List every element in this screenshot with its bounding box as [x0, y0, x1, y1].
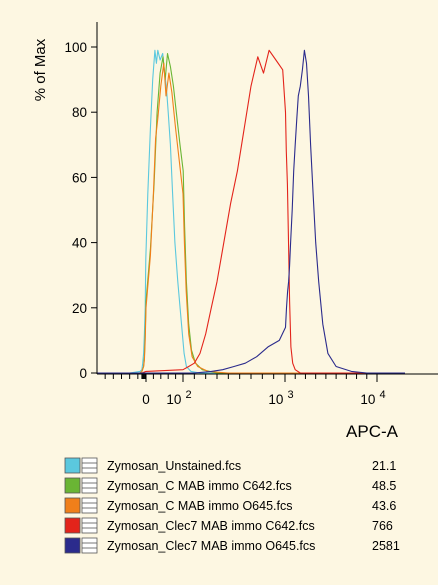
y-tick-label: 100	[64, 40, 87, 55]
x-tick-label: 0	[142, 392, 150, 407]
legend-median-value: 43.6	[372, 499, 396, 513]
legend-swatch	[64, 457, 81, 474]
series-line-4	[97, 49, 405, 374]
series-line-5	[97, 49, 405, 374]
y-tick-label: 80	[72, 105, 87, 120]
legend-median-value: 48.5	[372, 479, 396, 493]
legend-median-value: 21.1	[372, 459, 396, 473]
y-axis-label: % of Max	[32, 38, 49, 101]
legend-swatch	[64, 517, 81, 534]
x-axis-label: APC-A	[346, 422, 399, 441]
legend-line-style-icon	[81, 517, 98, 534]
y-tick-label: 40	[72, 236, 87, 251]
legend-entry-5: Zymosan_Clec7 MAB immo O645.fcs 2581	[64, 537, 400, 554]
legend-label: Zymosan_Clec7 MAB immo O645.fcs	[107, 539, 315, 553]
x-tick-layer: 0 10 2 10 3 10 4	[104, 374, 386, 407]
legend-label: Zymosan_C MAB immo O645.fcs	[107, 499, 292, 513]
legend-line-style-icon	[81, 457, 98, 474]
legend-label: Zymosan_Unstained.fcs	[107, 459, 241, 473]
series-layer	[97, 49, 405, 374]
legend-swatch	[64, 537, 81, 554]
legend-label: Zymosan_Clec7 MAB immo C642.fcs	[107, 519, 315, 533]
legend-swatch	[64, 477, 81, 494]
legend-swatch	[64, 497, 81, 514]
x-tick-label: 10 3	[268, 389, 293, 407]
y-tick-label: 60	[72, 170, 87, 185]
legend-median-value: 2581	[372, 539, 400, 553]
legend-line-style-icon	[81, 537, 98, 554]
x-tick-label: 10 2	[166, 389, 191, 407]
y-tick-label: 0	[79, 366, 87, 381]
legend-label: Zymosan_C MAB immo C642.fcs	[107, 479, 292, 493]
legend-line-style-icon	[81, 497, 98, 514]
legend: Zymosan_Unstained.fcs 21.1 Zymosan_C MAB i…	[64, 457, 400, 554]
legend-line-style-icon	[81, 477, 98, 494]
legend-median-value: 766	[372, 519, 393, 533]
legend-entry-2: Zymosan_C MAB immo C642.fcs 48.5	[64, 477, 396, 494]
y-tick-layer: 0 20 40 60 80 100	[64, 40, 97, 381]
legend-entry-4: Zymosan_Clec7 MAB immo C642.fcs 766	[64, 517, 393, 534]
y-tick-label: 20	[72, 301, 87, 316]
legend-entry-3: Zymosan_C MAB immo O645.fcs 43.6	[64, 497, 396, 514]
series-line-1	[97, 49, 405, 374]
legend-entry-1: Zymosan_Unstained.fcs 21.1	[64, 457, 396, 474]
x-tick-label: 10 4	[360, 389, 385, 407]
series-line-3	[97, 62, 405, 374]
